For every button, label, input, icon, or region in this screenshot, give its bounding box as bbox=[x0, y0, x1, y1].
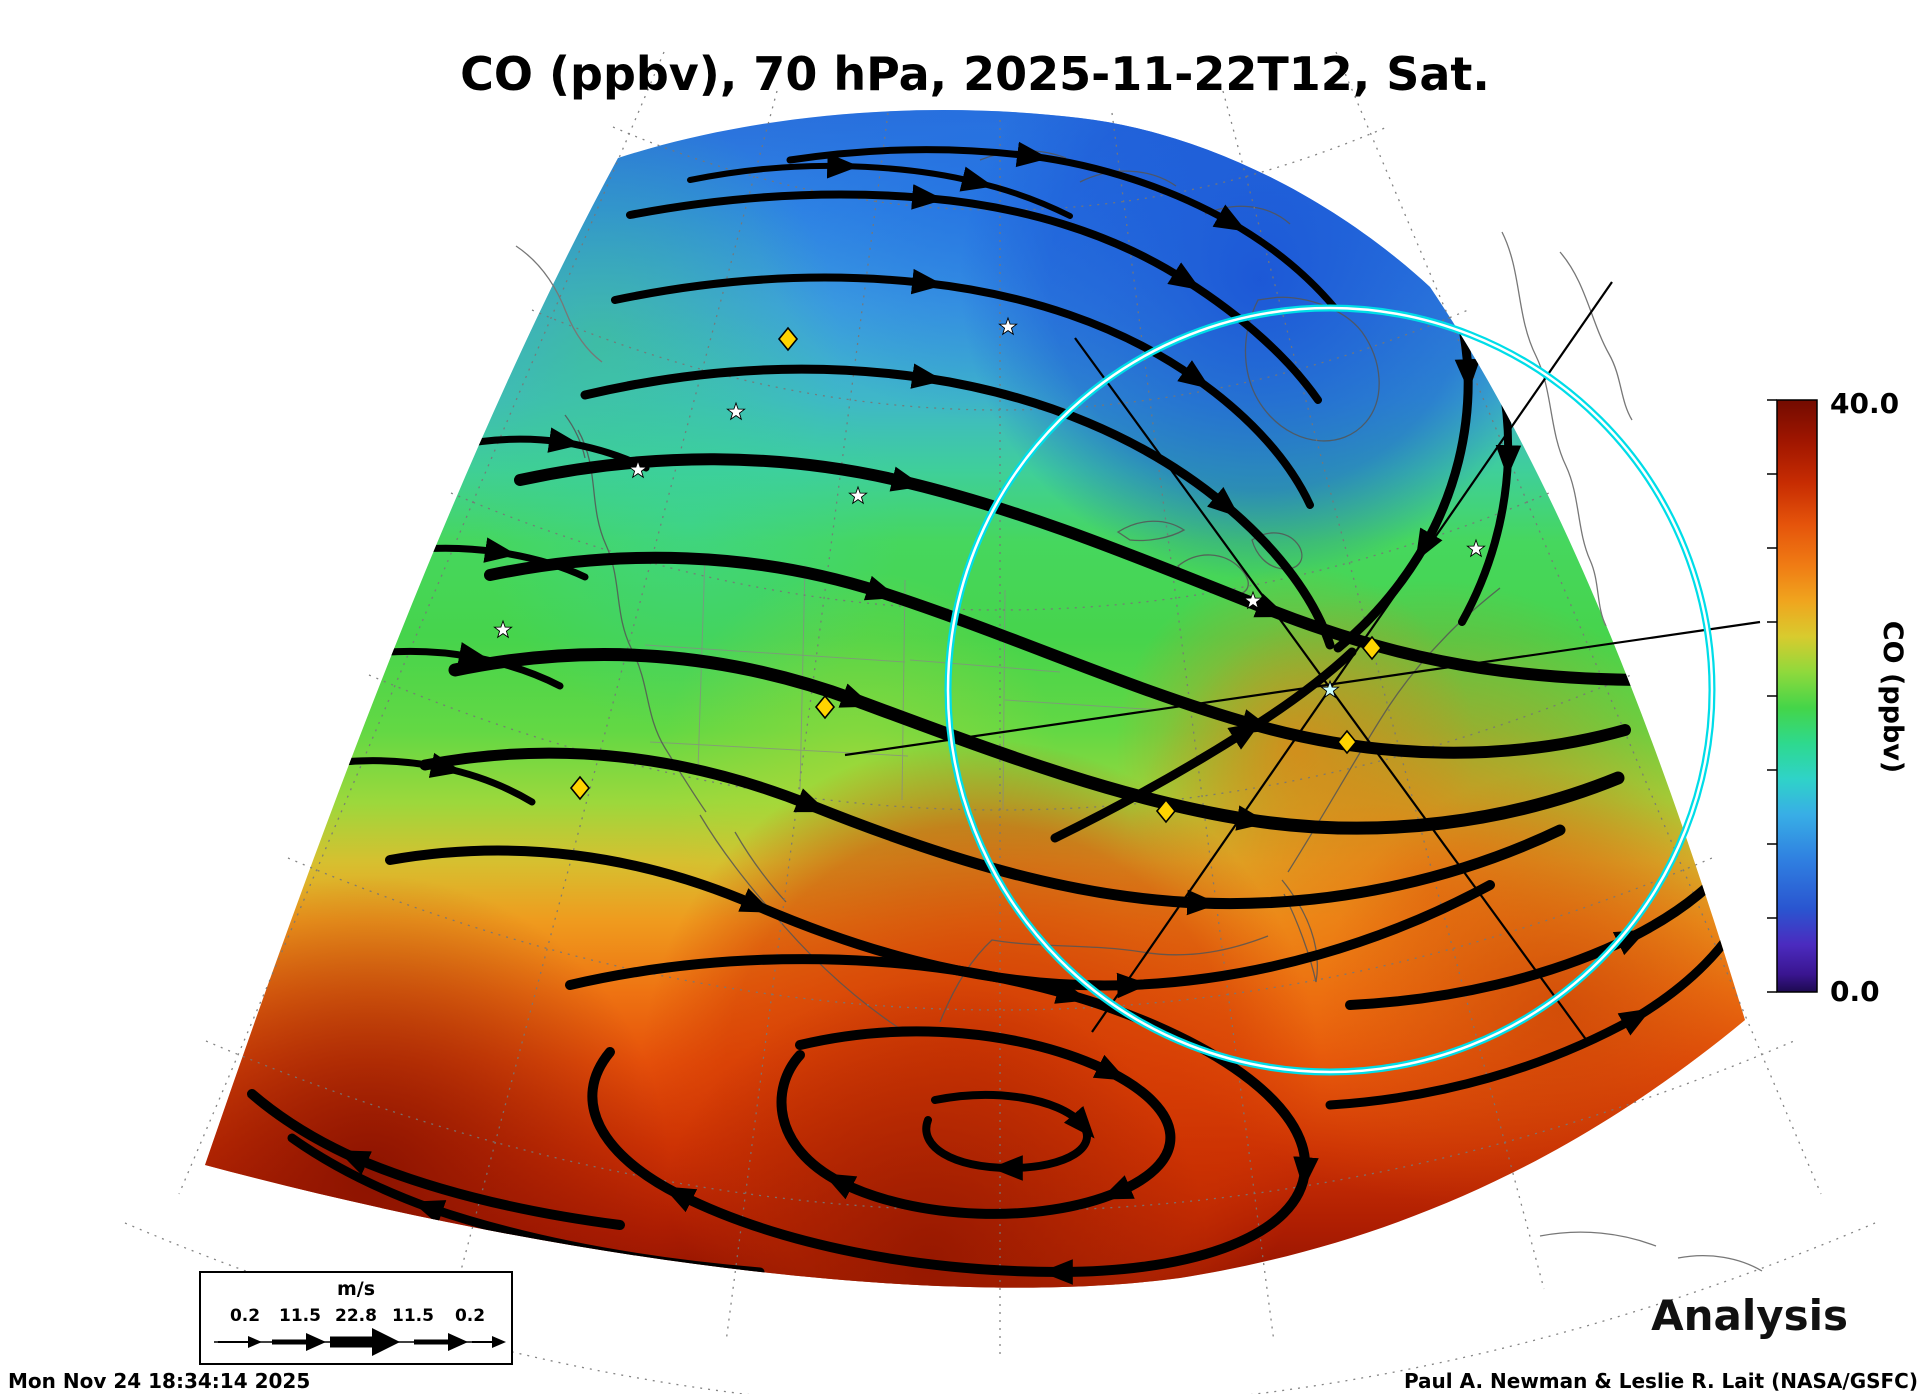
colorbar: 40.0 0.0 CO (ppbv) bbox=[1767, 387, 1908, 1008]
colorbar-max-label: 40.0 bbox=[1830, 387, 1899, 420]
figure-title: CO (ppbv), 70 hPa, 2025-11-22T12, Sat. bbox=[460, 47, 1490, 101]
colorbar-gradient bbox=[1776, 399, 1818, 993]
footer-timestamp: Mon Nov 24 18:34:14 2025 bbox=[8, 1369, 310, 1393]
wind-legend-unit: m/s bbox=[337, 1278, 375, 1300]
colorbar-axis-label: CO (ppbv) bbox=[1877, 621, 1908, 773]
range-circle bbox=[944, 304, 1716, 1076]
wind-legend-value: 22.8 bbox=[335, 1306, 377, 1326]
coastlines-outside-fan bbox=[515, 231, 1763, 1272]
co-concentration-field bbox=[205, 110, 1745, 1288]
footer-credit: Paul A. Newman & Leslie R. Lait (NASA/GS… bbox=[1404, 1369, 1918, 1393]
colorbar-min-label: 0.0 bbox=[1830, 975, 1880, 1008]
wind-legend-value: 11.5 bbox=[392, 1306, 434, 1326]
wind-arrow-glyphs bbox=[214, 1328, 506, 1356]
wind-speed-legend: m/s 0.2 11.5 22.8 11.5 0.2 bbox=[199, 1271, 513, 1365]
wind-legend-value: 11.5 bbox=[279, 1306, 321, 1326]
wind-legend-box bbox=[199, 1271, 513, 1365]
analysis-label: Analysis bbox=[1651, 1291, 1848, 1340]
colorbar-ticks bbox=[1767, 399, 1777, 993]
wind-streamlines bbox=[247, 124, 1745, 1285]
wind-legend-value: 0.2 bbox=[455, 1306, 485, 1326]
wind-legend-value: 0.2 bbox=[230, 1306, 260, 1326]
